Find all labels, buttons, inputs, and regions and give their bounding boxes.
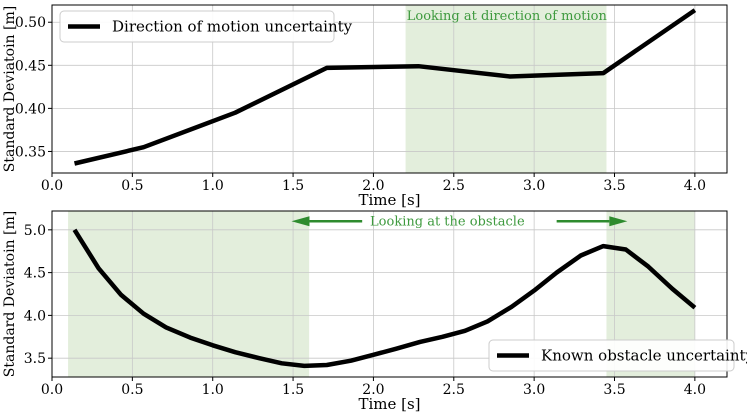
x-tick-label: 3.5 xyxy=(603,178,625,194)
x-tick-label: 3.0 xyxy=(523,178,545,194)
x-tick-label: 1.5 xyxy=(282,382,304,398)
x-tick-label: 2.5 xyxy=(443,382,465,398)
x-tick-label: 1.5 xyxy=(282,178,304,194)
series-line xyxy=(72,228,697,369)
x-tick-label: 0.5 xyxy=(121,382,143,398)
x-tick-label: 4.0 xyxy=(684,382,706,398)
y-axis-label: Standard Deviatoin [m] xyxy=(2,211,18,377)
y-tick-label: 4.5 xyxy=(24,266,46,282)
y-tick-label: 0.40 xyxy=(15,101,46,117)
plot-frame xyxy=(51,210,728,378)
top-panel: Looking at direction of motion 0.0 0.5 1.0… xyxy=(2,4,728,209)
legend-box xyxy=(59,10,335,43)
legend: Known obstacle uncertainty xyxy=(488,339,747,372)
y-axis-label: Standard Deviatoin [m] xyxy=(2,6,18,172)
annotation-looking-at-the-obstacle: Looking at the obstacle xyxy=(370,214,525,229)
bottom-panel: Looking at the obstacle 0.0 0.5 1.0 1.5 2.0 2… xyxy=(2,210,747,413)
shaded-region xyxy=(405,5,607,173)
x-axis-label: Time [s] xyxy=(358,191,420,209)
x-tick-label: 2.0 xyxy=(362,178,384,194)
x-tick-label: 4.0 xyxy=(684,178,706,194)
x-axis-label: Time [s] xyxy=(358,395,420,413)
legend-box xyxy=(488,339,735,372)
x-tick-label: 3.0 xyxy=(523,382,545,398)
legend-entry-known-obstacle: Known obstacle uncertainty xyxy=(541,347,747,365)
y-tick-label: 0.35 xyxy=(15,144,46,160)
x-tick-label: 2.0 xyxy=(362,382,384,398)
y-tick-label: 5.0 xyxy=(24,223,46,239)
plot-frame xyxy=(51,4,728,174)
y-tick-label: 3.5 xyxy=(24,351,46,367)
x-tick-label: 1.0 xyxy=(202,178,224,194)
annotation-looking-at-direction-of-motion: Looking at direction of motion xyxy=(407,9,608,24)
shaded-region xyxy=(68,211,310,377)
x-tick-label: 0.0 xyxy=(41,382,63,398)
x-tick-label: 1.0 xyxy=(202,382,224,398)
legend-entry-direction-of-motion: Direction of motion uncertainty xyxy=(112,18,353,36)
y-tick-label: 0.45 xyxy=(15,58,46,74)
y-tick-label: 0.50 xyxy=(15,15,46,31)
x-tick-label: 2.5 xyxy=(443,178,465,194)
x-tick-label: 3.5 xyxy=(603,382,625,398)
x-tick-label: 0.5 xyxy=(121,178,143,194)
y-tick-label: 4.0 xyxy=(24,308,46,324)
series-line xyxy=(73,8,697,166)
arrow-head xyxy=(609,216,628,227)
legend: Direction of motion uncertainty xyxy=(59,10,353,43)
arrow-head xyxy=(291,216,310,227)
x-tick-label: 0.0 xyxy=(41,178,63,194)
